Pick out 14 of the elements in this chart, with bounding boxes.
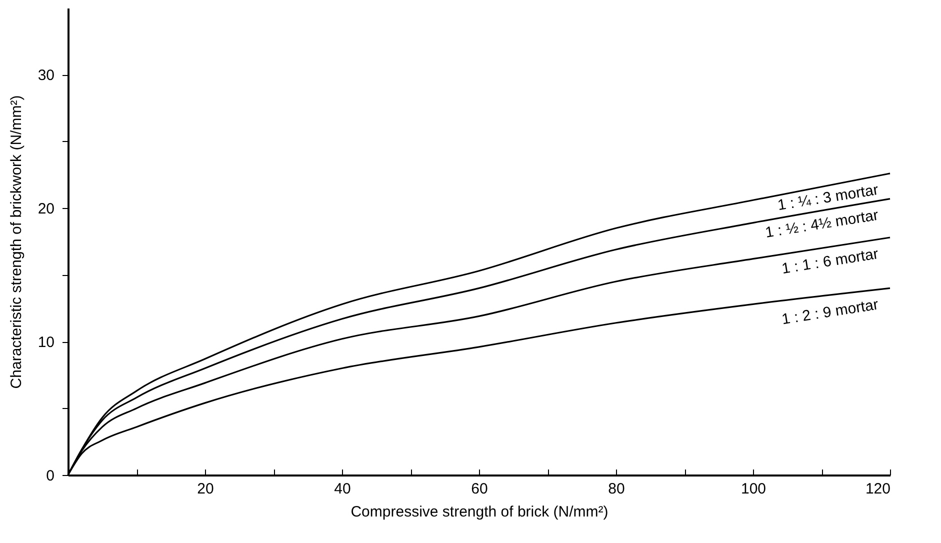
y-axis-title: Characteristic strength of brickwork (N/mm²): [8, 95, 25, 389]
y-tick-label: 0: [46, 468, 54, 484]
x-tick-label: 60: [471, 480, 488, 498]
y-tick-label: 20: [38, 200, 54, 218]
x-tick-label: 40: [334, 480, 351, 498]
text: 1 : 1 : 6 mortar: [780, 245, 880, 278]
text: 1 : 2 : 9 mortar: [780, 296, 880, 328]
y-tick-label: 30: [38, 67, 54, 84]
x-tick-label: 100: [740, 480, 766, 498]
x-tick-label: 120: [865, 480, 890, 498]
x-axis-title: Compressive strength of brick (N/mm²): [350, 504, 608, 520]
x-tick-label: 80: [608, 480, 625, 498]
y-tick-label: 10: [38, 334, 54, 352]
x-tick-label: 20: [197, 480, 214, 498]
